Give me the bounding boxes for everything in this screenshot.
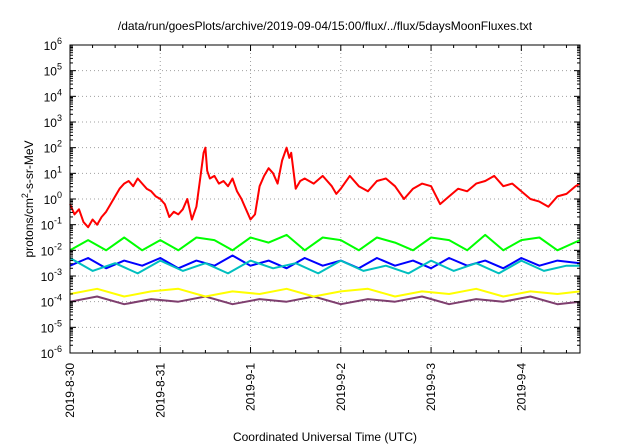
y-tick-label: 10-4 bbox=[41, 293, 62, 310]
series-line-3 bbox=[69, 257, 580, 275]
y-tick-label: 102 bbox=[44, 139, 62, 156]
y-tick-label: 10-2 bbox=[41, 241, 62, 258]
y-tick-label-base: 10 bbox=[41, 219, 55, 233]
series-line-6 bbox=[69, 295, 581, 306]
y-tick-label: 10-6 bbox=[41, 344, 62, 361]
x-tick-label: 2019-9-3 bbox=[424, 363, 438, 411]
y-tick-label-exponent: 2 bbox=[57, 139, 62, 149]
x-tick-label: 2019-8-31 bbox=[153, 363, 167, 418]
x-axis-title: Coordinated Universal Time (UTC) bbox=[233, 430, 417, 444]
series-line-1 bbox=[69, 146, 581, 229]
y-tick-label-exponent: -5 bbox=[54, 318, 62, 328]
y-tick-label-base: 10 bbox=[41, 347, 55, 361]
y-tick-label-exponent: 1 bbox=[57, 164, 62, 174]
y-tick-label: 10-1 bbox=[41, 216, 62, 233]
y-axis-title: protons/cm2-s-sr-MeV bbox=[20, 140, 36, 257]
y-tick-label-base: 10 bbox=[44, 142, 58, 156]
series-line-4 bbox=[69, 254, 581, 270]
y-tick-label: 104 bbox=[44, 87, 62, 104]
x-tick-label: 2019-9-4 bbox=[514, 363, 528, 411]
y-tick-label-exponent: -4 bbox=[54, 293, 62, 303]
y-tick-label-base: 10 bbox=[44, 65, 58, 79]
y-tick-label-exponent: 0 bbox=[57, 190, 62, 200]
y-tick-label: 100 bbox=[44, 190, 62, 207]
y-tick-label-exponent: -3 bbox=[54, 267, 62, 277]
y-tick-label-base: 10 bbox=[44, 90, 58, 104]
y-tick-label-base: 10 bbox=[44, 193, 58, 207]
y-tick-label-base: 10 bbox=[44, 39, 58, 53]
series-layer bbox=[69, 146, 581, 306]
y-tick-label-base: 10 bbox=[41, 270, 55, 284]
x-tick-label: 2019-9-2 bbox=[334, 363, 348, 411]
y-tick-label-base: 10 bbox=[41, 296, 55, 310]
y-tick-label: 103 bbox=[44, 113, 62, 130]
y-axis-title-suffix: -s-sr-MeV bbox=[22, 140, 36, 193]
y-tick-label-exponent: -1 bbox=[54, 216, 62, 226]
y-tick-label-exponent: 3 bbox=[57, 113, 62, 123]
y-tick-label: 105 bbox=[44, 62, 62, 79]
y-axis-title-prefix: protons/cm bbox=[22, 198, 36, 257]
y-tick-label-base: 10 bbox=[41, 321, 55, 335]
x-tick-label: 2019-8-30 bbox=[63, 363, 77, 418]
y-tick-label-exponent: 5 bbox=[57, 62, 62, 72]
series-line-5 bbox=[69, 287, 581, 298]
y-tick-label-exponent: 4 bbox=[57, 87, 62, 97]
grid-layer bbox=[70, 45, 580, 353]
y-tick-label-exponent: -6 bbox=[54, 344, 62, 354]
y-tick-label-exponent: 6 bbox=[57, 36, 62, 46]
series-line-2 bbox=[69, 233, 581, 252]
y-tick-label: 10-5 bbox=[41, 318, 62, 335]
y-tick-label: 10-3 bbox=[41, 267, 62, 284]
y-tick-label: 106 bbox=[44, 36, 62, 53]
y-tick-label-base: 10 bbox=[44, 116, 58, 130]
tick-layer: 10-610-510-410-310-210-11001011021031041… bbox=[41, 36, 580, 418]
y-tick-label: 101 bbox=[44, 164, 62, 181]
y-tick-label-exponent: -2 bbox=[54, 241, 62, 251]
y-axis-title-superscript: 2 bbox=[20, 193, 30, 198]
chart-title: /data/run/goesPlots/archive/2019-09-04/1… bbox=[118, 19, 533, 33]
y-tick-label-base: 10 bbox=[41, 244, 55, 258]
y-tick-label-base: 10 bbox=[44, 167, 58, 181]
x-tick-label: 2019-9-1 bbox=[244, 363, 258, 411]
